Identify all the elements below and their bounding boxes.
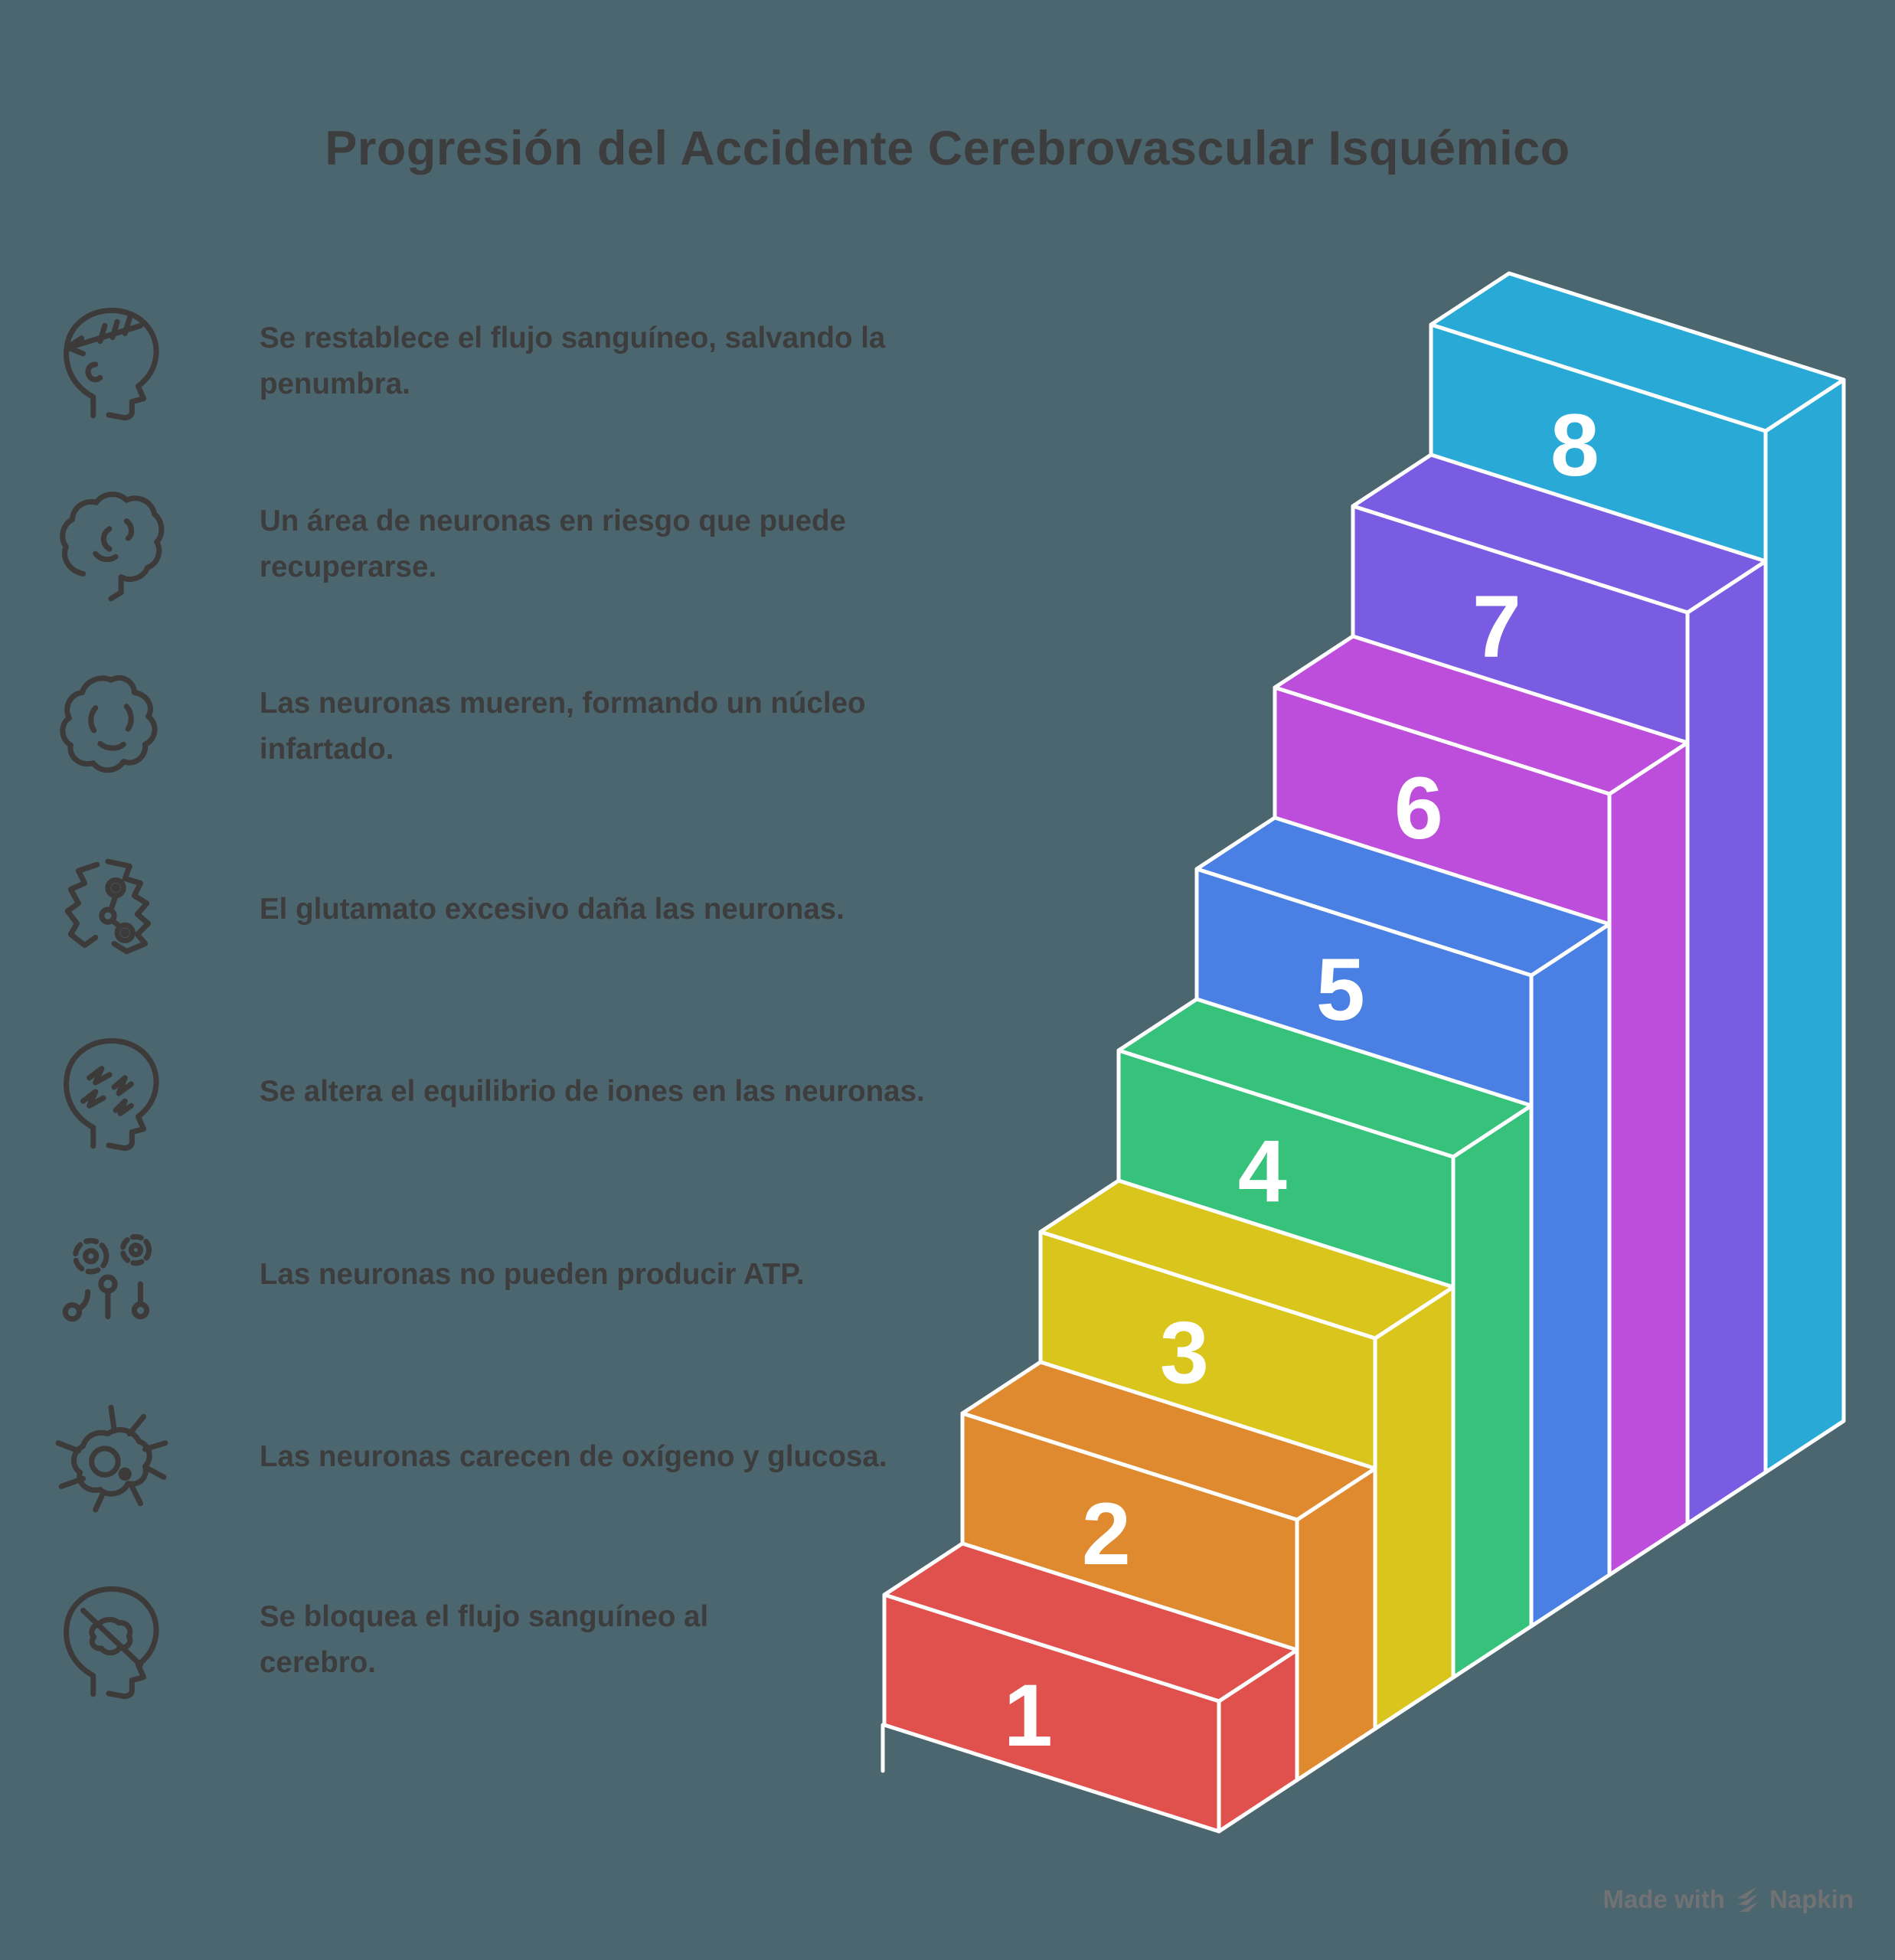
footer-made-with: Made with — [1603, 1885, 1725, 1913]
reperfusion-head-icon — [47, 296, 174, 426]
step-7-side-face — [1685, 559, 1768, 1526]
step-8-top-face — [1429, 271, 1846, 433]
step-number: 6 — [1394, 760, 1443, 858]
step-2-side-face — [1295, 1466, 1377, 1782]
step-5-top-face — [1194, 815, 1612, 978]
step-6-side-face — [1607, 740, 1690, 1577]
legend-item-label: Se altera el equilibrio de iones en las … — [260, 1075, 925, 1109]
legend-item-label: Las neuronas carecen de oxígeno y glucos… — [260, 1440, 887, 1474]
step-8-front-face — [1429, 322, 1768, 1475]
step-number: 4 — [1238, 1122, 1287, 1220]
step-number: 1 — [1004, 1667, 1053, 1765]
legend-item: Las neuronas carecen de oxígeno y glucos… — [47, 1392, 887, 1522]
step-number: 3 — [1160, 1304, 1209, 1402]
step-number: 8 — [1550, 397, 1599, 495]
legend-item: Se altera el equilibrio de iones en las … — [47, 1027, 925, 1157]
step-5-front-face — [1194, 867, 1534, 1628]
step-7-front-face — [1351, 504, 1690, 1526]
footer-brand: Napkin — [1769, 1885, 1854, 1913]
step-2-top-face — [960, 1360, 1377, 1522]
napkin-logo-icon — [1737, 1886, 1759, 1913]
legend-item-label: Se bloquea el flujo sanguíneo al cerebro… — [260, 1600, 709, 1679]
step-5-side-face — [1529, 922, 1612, 1628]
step-number: 5 — [1316, 941, 1365, 1039]
legend-item: El glutamato excesivo daña las neuronas. — [47, 844, 845, 975]
step-4-front-face — [1116, 1048, 1456, 1680]
step-7-top-face — [1351, 452, 1768, 615]
neuron-icon — [47, 1392, 174, 1522]
step-number: 2 — [1082, 1485, 1131, 1583]
step-6-top-face — [1273, 634, 1690, 796]
step-3-front-face — [1038, 1230, 1377, 1731]
step-8-side-face — [1763, 377, 1846, 1475]
atp-failure-icon — [47, 1210, 174, 1340]
step-4-top-face — [1116, 997, 1534, 1159]
legend-item-label: Se restablece el flujo sanguíneo, salvan… — [260, 322, 886, 400]
legend-item: Las neuronas no pueden producir ATP. — [47, 1210, 805, 1340]
legend-item: Las neuronas mueren, formando un núcleo … — [47, 662, 957, 792]
legend-item-label: Un área de neuronas en riesgo que puede … — [260, 505, 846, 583]
step-number: 7 — [1472, 578, 1521, 676]
step-2-front-face — [960, 1411, 1299, 1782]
legend-item: Un área de neuronas en riesgo que puede … — [47, 479, 957, 609]
ion-imbalance-head-icon — [47, 1027, 174, 1157]
step-1-side-face — [1217, 1648, 1299, 1834]
legend-item-label: Las neuronas mueren, formando un núcleo … — [260, 687, 866, 766]
penumbra-brain-icon — [47, 479, 174, 609]
excitotoxicity-icon — [47, 844, 174, 975]
page-title: Progresión del Accidente Cerebrovascular… — [325, 122, 1570, 176]
infarct-core-icon — [47, 662, 174, 792]
legend: Se restablece el flujo sanguíneo, salvan… — [47, 296, 957, 1705]
legend-item-label: Las neuronas no pueden producir ATP. — [260, 1258, 805, 1292]
step-4-side-face — [1451, 1103, 1534, 1680]
step-6-front-face — [1273, 685, 1612, 1577]
step-3-top-face — [1038, 1178, 1456, 1341]
legend-item: Se restablece el flujo sanguíneo, salvan… — [47, 296, 957, 426]
step-3-side-face — [1373, 1285, 1456, 1731]
blocked-flow-head-icon — [47, 1575, 174, 1705]
footer: Made with Napkin — [1603, 1885, 1854, 1914]
legend-item: Se bloquea el flujo sanguíneo al cerebro… — [47, 1575, 708, 1705]
legend-item-label: El glutamato excesivo daña las neuronas. — [260, 893, 845, 926]
